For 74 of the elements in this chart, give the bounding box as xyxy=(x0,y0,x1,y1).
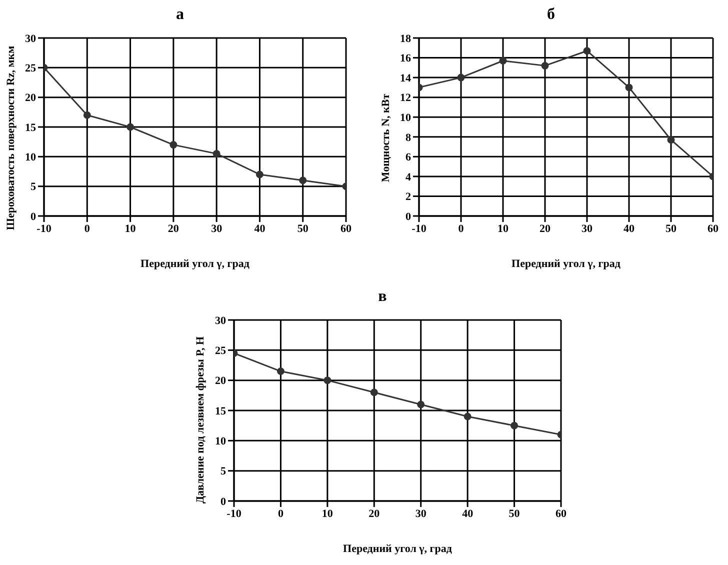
x-tick-label: 0 xyxy=(84,222,90,235)
y-tick-label: 5 xyxy=(30,181,36,194)
x-tick-label: 50 xyxy=(508,508,520,520)
y-tick-label: 30 xyxy=(215,314,226,327)
x-tick-label: 40 xyxy=(624,222,635,235)
x-tick-label: -10 xyxy=(226,508,242,520)
point xyxy=(417,400,425,408)
x-tick-label: 0 xyxy=(278,508,284,520)
x-tick-label: 20 xyxy=(168,222,180,235)
x-tick-label: 50 xyxy=(666,222,677,235)
x-tick-label: 60 xyxy=(708,222,719,235)
y-tick-label: 30 xyxy=(25,32,36,45)
y-tick-label: 15 xyxy=(25,122,36,134)
point xyxy=(541,62,549,70)
y-tick-label: 4 xyxy=(406,171,412,184)
point xyxy=(324,376,332,384)
y-tick-label: 10 xyxy=(215,436,226,448)
x-tick-label: 20 xyxy=(368,508,380,520)
y-tick-label: 5 xyxy=(220,466,226,478)
x-tick-label: 40 xyxy=(462,508,474,520)
x-tick-label: 0 xyxy=(458,222,464,235)
point xyxy=(625,84,633,92)
point xyxy=(464,412,472,420)
y-tick-label: 15 xyxy=(215,405,226,418)
x-tick-label: 10 xyxy=(498,222,509,235)
point xyxy=(667,136,675,144)
point xyxy=(256,170,264,178)
y-tick-label: 0 xyxy=(406,210,412,223)
x-tick-label: 40 xyxy=(254,222,266,235)
y-tick-label: 10 xyxy=(25,152,36,164)
y-tick-label: 12 xyxy=(400,92,412,104)
y-tick-label: 20 xyxy=(215,375,226,388)
point xyxy=(276,368,284,376)
chart-title: а xyxy=(175,6,185,24)
y-tick-label: 18 xyxy=(400,32,412,45)
point xyxy=(457,74,465,82)
y-tick-label: 0 xyxy=(220,496,226,508)
point xyxy=(370,388,378,396)
y-tick-label: 16 xyxy=(400,52,412,65)
y-tick-label: 8 xyxy=(406,132,412,144)
x-axis-title: Передний угол γ, град xyxy=(342,543,453,555)
y-tick-label: 25 xyxy=(25,62,36,75)
point xyxy=(499,56,507,64)
point xyxy=(212,150,220,158)
y-tick-label: 0 xyxy=(30,210,36,223)
x-tick-label: 20 xyxy=(540,222,551,235)
y-tick-label: 2 xyxy=(406,191,412,204)
x-tick-label: 50 xyxy=(297,222,309,235)
x-tick-label: 10 xyxy=(124,222,136,235)
y-tick-label: 10 xyxy=(400,112,412,124)
x-tick-label: 60 xyxy=(340,222,352,235)
y-axis-title: Мощность N, кВт xyxy=(380,93,392,182)
chart-title: б xyxy=(546,6,556,24)
point xyxy=(83,111,91,119)
y-tick-label: 20 xyxy=(25,92,36,104)
x-tick-label: 60 xyxy=(556,508,567,520)
point xyxy=(170,141,178,149)
y-tick-label: 25 xyxy=(215,345,226,358)
point xyxy=(299,176,307,184)
x-tick-label: -10 xyxy=(36,222,52,235)
point xyxy=(583,47,591,55)
chart-title: в xyxy=(377,288,388,306)
x-tick-label: 10 xyxy=(322,508,334,520)
x-tick-label: 30 xyxy=(582,222,593,235)
y-axis-title: Шероховатость поверхности Rz, мкм xyxy=(5,45,17,230)
y-tick-label: 6 xyxy=(406,152,412,164)
x-axis-title: Передний угол γ, град xyxy=(140,258,250,270)
point xyxy=(510,422,518,430)
x-axis-title: Передний угол γ, град xyxy=(510,258,622,270)
x-tick-label: 30 xyxy=(415,508,427,520)
point xyxy=(126,123,134,131)
x-tick-label: -10 xyxy=(412,222,427,235)
y-axis-title: Давление под лезвием фрезы P, Н xyxy=(195,336,208,504)
y-tick-label: 14 xyxy=(400,72,412,84)
